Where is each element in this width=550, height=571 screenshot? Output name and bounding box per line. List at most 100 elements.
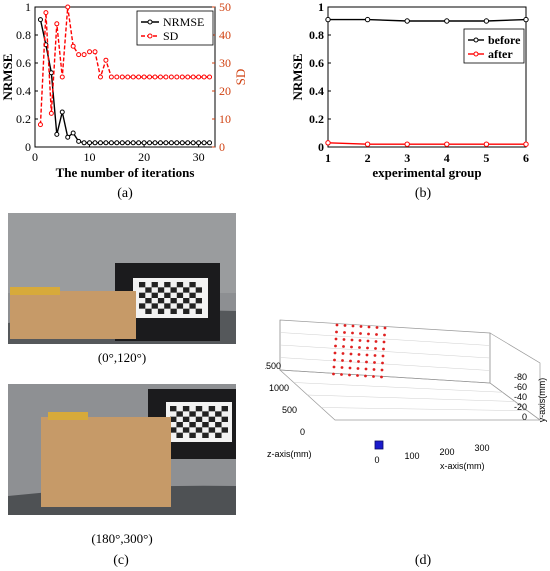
checker-square [221,427,228,433]
legend-marker [473,51,479,57]
marker-point [382,340,386,344]
data-point-after [444,141,450,147]
data-point-after [364,141,371,147]
data-point-sd [125,74,131,80]
checker-square [164,282,171,288]
z-tick-label: 0 [300,427,305,437]
y-tick-label: 0.4 [16,84,31,98]
data-point-nrmse [163,140,169,146]
data-point-sd [87,49,93,55]
camera-cube [374,440,384,450]
photo-scene-1 [8,213,236,344]
marker-point [375,333,378,336]
checker-square [176,411,183,417]
x-tick-label: 100 [404,451,419,461]
data-point-nrmse [157,140,163,146]
caption-c: (c) [113,553,129,568]
x-tick-label: 200 [439,447,454,457]
marker-point [350,338,354,342]
data-point-nrmse [54,131,60,137]
y-tick-label: 0.8 [16,28,31,42]
marker-point [380,368,384,372]
grid-line [321,407,528,411]
legend-marker [147,19,153,25]
checker-square [208,406,216,412]
checker-square [170,427,177,433]
x-tick-label: 1 [325,151,331,165]
marker-point [349,352,353,356]
x-axis-label: experimental group [372,165,481,180]
y-right-tick-label: 40 [219,28,231,42]
marker-point [366,346,369,350]
checker-square [176,432,183,438]
data-point-sd [76,52,82,58]
checker-square [189,282,196,288]
marker-point [374,340,378,343]
y-tick-label: 0 [522,412,527,422]
data-point-sd [185,74,191,80]
chart-d: 0 500 1000 1500 z-axis(mm) 0 100 200 300 x-axis(m… [261,305,550,485]
x-tick-label: 3 [404,151,410,165]
checker-square [208,416,216,422]
data-point-sd [81,52,87,58]
grid-line [279,357,491,371]
data-point-nrmse [37,17,43,23]
grid-line [279,344,491,359]
checker-square [176,422,183,428]
data-point-nrmse [201,140,207,146]
y-tick-label: -40 [514,392,527,402]
checker-square [176,303,184,309]
data-point-sd [43,10,49,16]
checker-square [195,298,202,304]
marker-point [373,361,376,364]
cardboard-box [41,417,171,507]
caption-a: (a) [117,186,133,201]
checker-square [195,287,202,293]
marker-point [367,332,370,336]
marker-point [364,367,368,371]
y-tick-label: -60 [514,382,527,392]
marker-point [365,360,368,364]
marker-point [342,338,346,341]
cardboard-box [10,291,136,339]
data-point-nrmse [70,130,76,136]
checker-square [170,298,177,304]
marker-point [341,352,345,355]
data-point-sd [136,74,142,80]
data-point-sd [201,74,207,80]
data-point-sd [168,74,174,80]
marker-point [334,344,337,348]
marker-point [332,365,336,369]
plot-frame [34,6,216,148]
data-point-after [325,140,331,146]
chart-a: 0 10 20 30 0 0.2 0.4 0.6 0.8 1 0 10 20 30 40 50 The numb… [0,0,270,210]
z-axis-label: z-axis(mm) [267,449,312,459]
y-tick-label: 0.8 [309,28,324,42]
legend-marker [147,33,153,39]
marker-point [359,325,363,328]
data-point-before [325,16,331,23]
y-tick-label: 0.2 [16,112,31,126]
data-point-nrmse [174,140,180,146]
y-tick-label: 0.6 [309,56,324,70]
marker-point [382,347,385,351]
caption-d: (d) [414,553,432,568]
data-point-after [404,141,410,147]
marker-point [351,324,355,328]
marker-point [364,374,367,378]
marker-point [358,339,362,342]
data-point-nrmse [125,140,131,146]
checker-square [164,303,171,309]
marker-point [359,332,362,335]
legend-box [463,28,525,64]
x-tick-label: 2 [365,151,371,165]
marker-point [335,323,339,327]
data-point-sd [130,74,136,80]
checker-square [151,303,158,309]
y-right-axis-label: SD [233,69,248,86]
checker-square [170,287,177,293]
data-point-nrmse [97,140,103,146]
checker-square [145,287,152,293]
checker-square [221,406,228,412]
marker-point [349,359,352,363]
